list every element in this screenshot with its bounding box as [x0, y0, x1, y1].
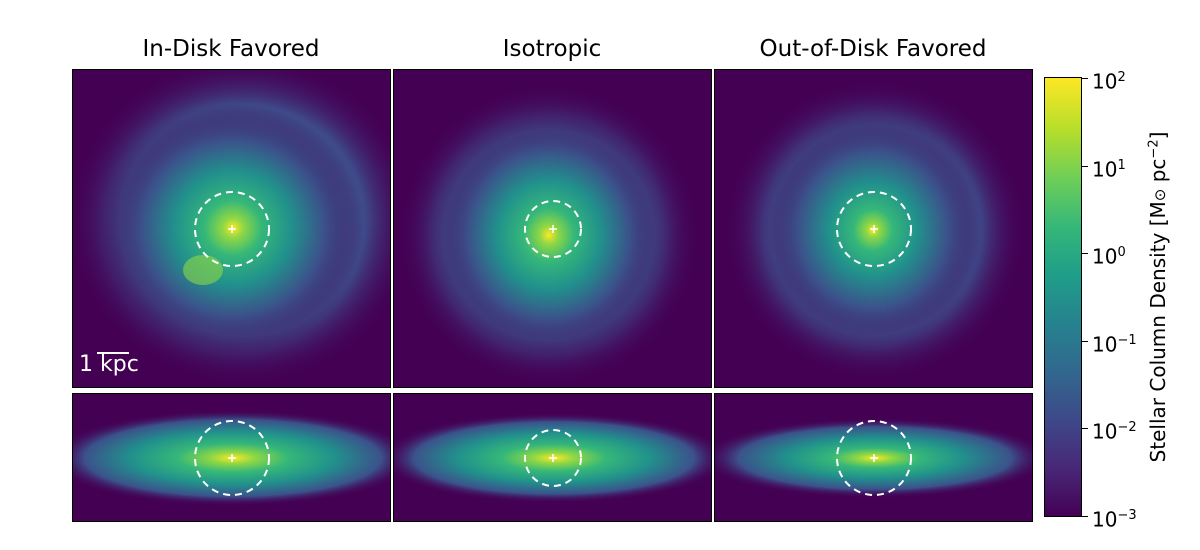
half-mass-circle: [524, 200, 582, 258]
colorbar-tick-label: 10−1: [1092, 332, 1137, 357]
half-mass-circle: [524, 429, 582, 487]
edge-on-panel-out-of-disk: [714, 393, 1033, 522]
colorbar-tick: [1082, 340, 1088, 342]
colorbar-tick-label: 100: [1092, 244, 1126, 269]
colorbar-tick-label: 10−2: [1092, 420, 1137, 445]
face-on-panel-isotropic: [393, 69, 712, 388]
colorbar: [1044, 77, 1082, 517]
center-marker: [228, 225, 236, 233]
colorbar-tick-label: 10−3: [1092, 507, 1137, 532]
edge-on-panel-isotropic: [393, 393, 712, 522]
colorbar-title: Stellar Column Density [M⊙ pc−2]: [1146, 131, 1170, 463]
half-mass-circle: [836, 191, 912, 267]
half-mass-circle: [836, 420, 912, 496]
panel-title-in-disk: In-Disk Favored: [142, 36, 320, 62]
half-mass-circle: [194, 420, 270, 496]
center-marker: [549, 454, 557, 462]
center-marker: [870, 454, 878, 462]
colorbar-tick-label: 101: [1092, 157, 1126, 182]
panel-title-isotropic: Isotropic: [502, 36, 602, 62]
center-marker: [870, 225, 878, 233]
scale-bar: [97, 352, 129, 354]
colorbar-tick-label: 102: [1092, 69, 1126, 94]
panel-title-out-of-disk: Out-of-Disk Favored: [759, 36, 987, 62]
center-marker: [549, 225, 557, 233]
edge-on-panel-in-disk: [72, 393, 391, 522]
half-mass-circle: [194, 191, 270, 267]
colorbar-tick: [1082, 516, 1088, 517]
colorbar-tick: [1082, 253, 1088, 255]
center-marker: [228, 454, 236, 462]
colorbar-tick: [1082, 428, 1088, 430]
colorbar-tick: [1082, 78, 1088, 79]
face-on-panel-out-of-disk: [714, 69, 1033, 388]
scale-bar-label: 1 kpc: [79, 352, 139, 377]
face-on-panel-in-disk: [72, 69, 391, 388]
colorbar-tick: [1082, 165, 1088, 167]
